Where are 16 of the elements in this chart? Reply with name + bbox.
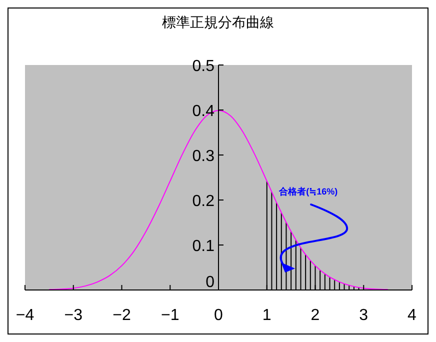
y-tick-label: 0.3 (192, 148, 215, 165)
y-tick-label: 0.2 (192, 193, 215, 210)
y-tick-label: 0.1 (192, 238, 215, 255)
x-tick-label: −4 (16, 307, 34, 324)
x-tick-label: 1 (262, 307, 272, 324)
x-tick-label: −3 (64, 307, 83, 324)
x-tick-label: 3 (359, 307, 368, 324)
x-tick-label: −1 (161, 307, 180, 324)
y-tick-label: 0.4 (192, 103, 215, 120)
x-tick-label: −2 (112, 307, 131, 324)
x-tick-label: 2 (310, 307, 320, 324)
annotation: 合格者(≒16%) (278, 186, 338, 196)
chart-title: 標準正規分布曲線 (162, 14, 274, 30)
x-tick-label: 4 (408, 307, 417, 324)
y-tick-label: 0.5 (192, 58, 215, 75)
y-tick-label: 0 (206, 274, 215, 291)
